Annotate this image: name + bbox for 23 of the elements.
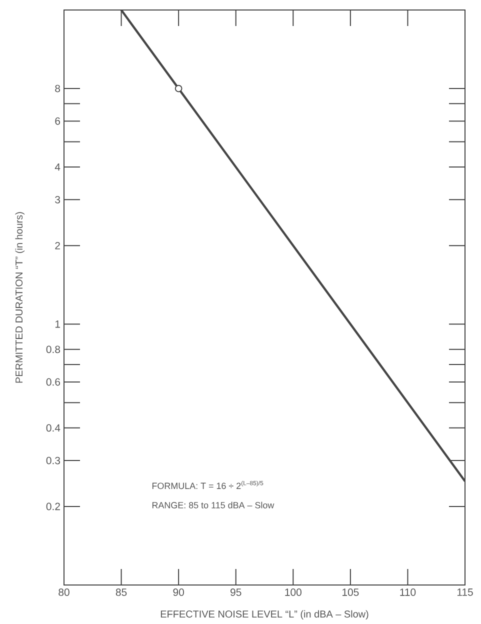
y-tick-label: 0.3 xyxy=(46,456,60,464)
y-tick-label: 8 xyxy=(55,84,60,92)
y-tick-label: 0.6 xyxy=(46,378,60,386)
y-tick-label: 0.4 xyxy=(46,424,60,432)
x-tick-label: 100 xyxy=(285,588,302,596)
y-tick-label: 6 xyxy=(55,117,60,125)
x-tick-label: 85 xyxy=(116,588,127,596)
y-axis-title: PERMITTED DURATION “T” (in hours) xyxy=(15,212,25,383)
x-tick-label: 80 xyxy=(58,588,70,596)
y-tick-label: 4 xyxy=(54,163,60,171)
x-tick-label: 95 xyxy=(230,588,242,596)
y-tick-label: 1 xyxy=(55,320,60,328)
x-tick-label: 90 xyxy=(173,588,184,596)
y-tick-label: 3 xyxy=(55,196,60,204)
x-tick-label: 105 xyxy=(342,588,359,596)
annotation: RANGE: 85 to 115 dBA – Slow xyxy=(152,502,274,508)
x-tick-label: 110 xyxy=(400,588,416,596)
annotation: FORMULA: T = 16 ÷ 2$^{(L–85)/5}$ xyxy=(152,480,264,490)
x-axis-title: EFFECTIVE NOISE LEVEL “L” (in dBA – Slow) xyxy=(160,610,368,620)
y-tick-label: 0.8 xyxy=(46,346,60,354)
y-tick-label: 0.2 xyxy=(46,502,60,510)
y-tick-label: 2 xyxy=(55,242,60,250)
x-tick-label: 115 xyxy=(457,588,473,596)
